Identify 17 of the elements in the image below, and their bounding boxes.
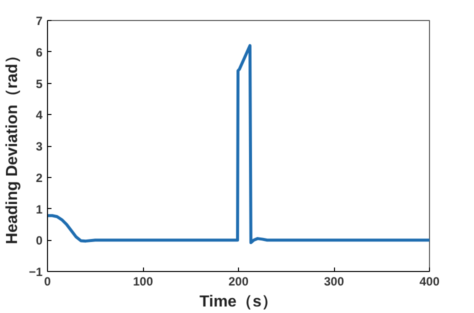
- x-axis-title: Time（s）: [200, 294, 278, 310]
- y-tick-label: −1: [28, 265, 43, 279]
- x-tick-label: 400: [419, 274, 440, 288]
- x-tick-label: 300: [324, 274, 344, 288]
- y-tick-label: 7: [36, 14, 43, 28]
- line-series: [48, 44, 430, 244]
- x-tick-label: 0: [44, 274, 52, 288]
- y-tick-label: 2: [36, 170, 43, 185]
- x-tick-label: 200: [228, 274, 249, 288]
- y-tick-label: 6: [36, 45, 43, 60]
- y-tick-label: 3: [36, 140, 43, 154]
- y-tick-label: 1: [36, 202, 43, 216]
- y-tick-label: 0: [36, 234, 43, 248]
- y-axis-title: Heading Deviation（rad）: [4, 48, 21, 244]
- y-tick-label: 5: [36, 76, 43, 91]
- x-tick-label: 100: [132, 274, 154, 288]
- y-tick-label: 4: [36, 108, 43, 122]
